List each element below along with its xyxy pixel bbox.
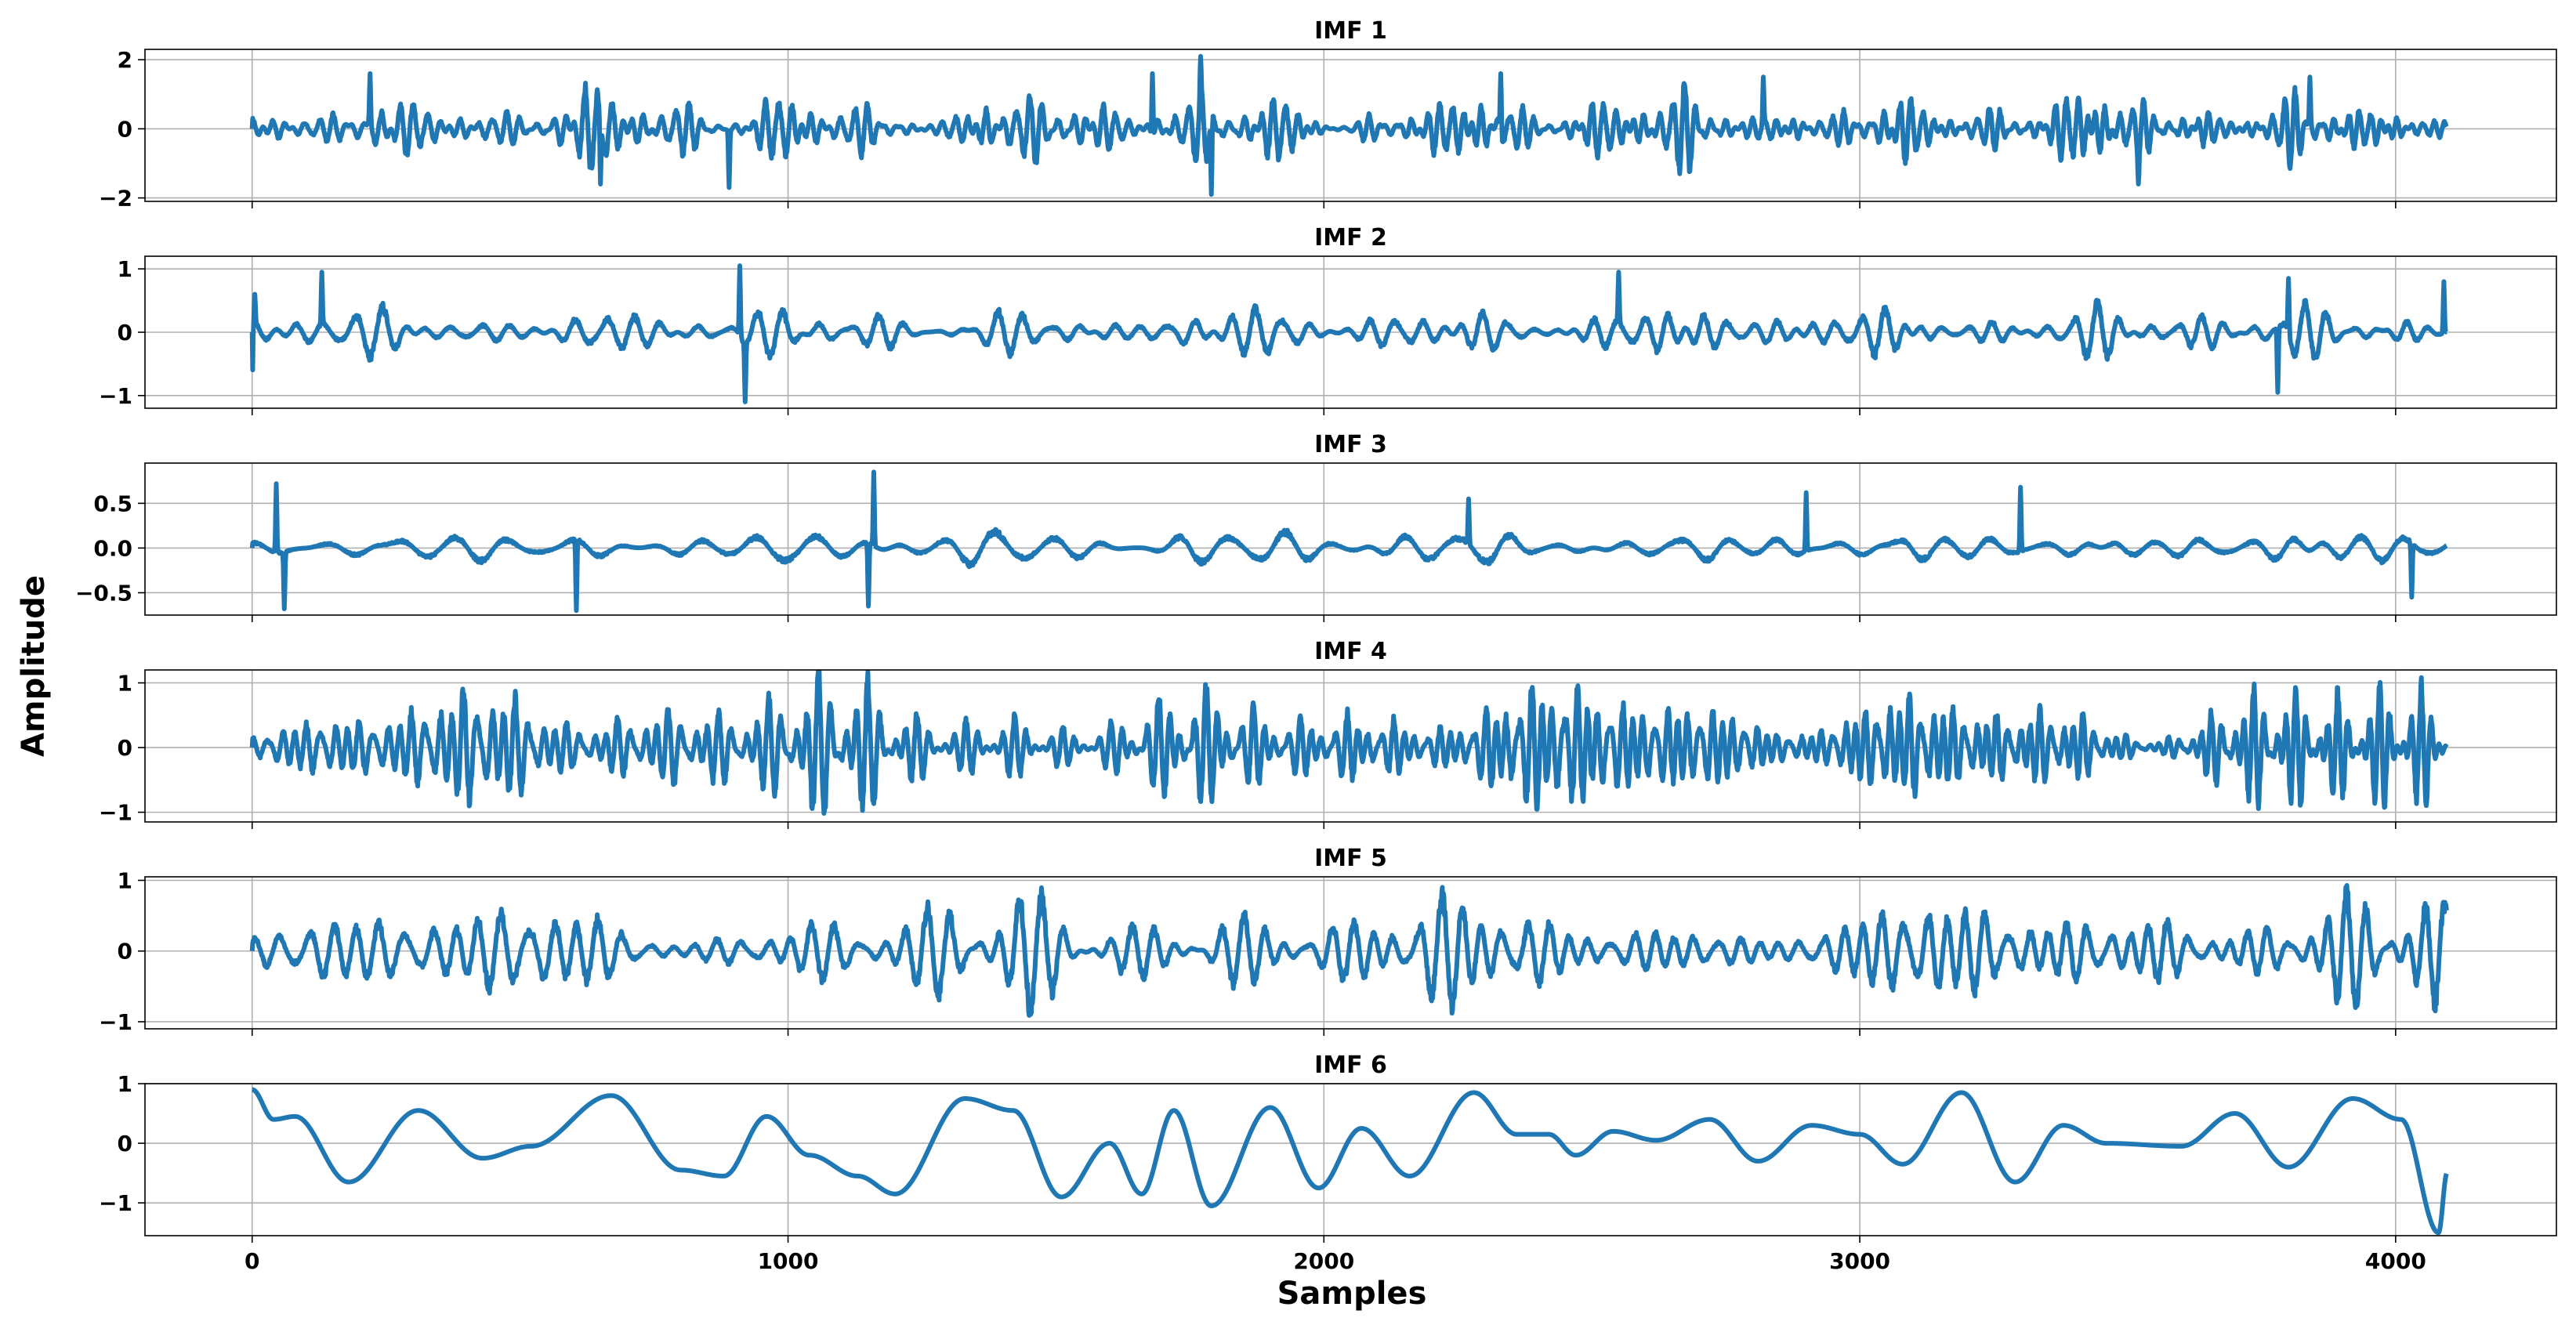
panels-group: IMF 1 −2 0 2 IMF 2 −1 0 1 IMF 3 −0.5 0.0 0.5 IMF 4 −1… bbox=[75, 17, 2557, 1274]
imf-1-panel: IMF 1 −2 0 2 bbox=[99, 17, 2557, 212]
x-tick-label: 3000 bbox=[1829, 1248, 1890, 1274]
imf-2-y-tick-label: −1 bbox=[99, 383, 132, 409]
imf-1-series-line bbox=[249, 53, 2449, 197]
imf-1-y-tick-label: 0 bbox=[118, 116, 132, 142]
imf-1-y-tick-label: −2 bbox=[99, 186, 132, 212]
imf-4-panel: IMF 4 −1 0 1 bbox=[99, 638, 2557, 829]
imf-3-y-tick-label: −0.5 bbox=[75, 580, 132, 606]
imf-2-y-tick-label: 1 bbox=[118, 256, 132, 282]
imf-4-y-tick-label: 1 bbox=[118, 671, 132, 697]
imf-4-series-line bbox=[249, 670, 2449, 816]
y-axis-label: Amplitude bbox=[16, 575, 52, 757]
imf-5-y-tick-label: −1 bbox=[99, 1009, 132, 1035]
imf-4-y-tick-label: −1 bbox=[99, 800, 132, 826]
x-tick-label: 2000 bbox=[1293, 1248, 1354, 1274]
imf-5-frame bbox=[144, 876, 2557, 1030]
imf-5-y-tick-label: 1 bbox=[118, 868, 132, 894]
imf-2-title: IMF 2 bbox=[1314, 224, 1387, 252]
imf-2-y-tick-label: 0 bbox=[118, 320, 132, 346]
imf-5-title: IMF 5 bbox=[1314, 845, 1387, 872]
imf-3-y-tick-label: 0.0 bbox=[93, 535, 132, 561]
imf-2-panel: IMF 2 −1 0 1 bbox=[99, 224, 2557, 415]
imf-6-series-line bbox=[250, 1087, 2449, 1236]
x-axis-label: Samples bbox=[1277, 1276, 1427, 1312]
imf-6-y-tick-label: −1 bbox=[99, 1190, 132, 1216]
imf-3-panel: IMF 3 −0.5 0.0 0.5 bbox=[75, 431, 2557, 622]
imf-3-series-line bbox=[249, 469, 2449, 614]
imf-5-series-line bbox=[249, 883, 2449, 1018]
imf-5-panel: IMF 5 −1 0 1 bbox=[99, 845, 2557, 1036]
imf-2-series-line bbox=[249, 263, 2449, 404]
imf-4-frame bbox=[144, 669, 2557, 823]
imf-4-y-tick-label: 0 bbox=[118, 735, 132, 761]
imf-6-title: IMF 6 bbox=[1314, 1052, 1387, 1079]
imf-3-title: IMF 3 bbox=[1314, 431, 1387, 458]
imf-3-frame bbox=[144, 462, 2557, 616]
x-tick-label: 1000 bbox=[758, 1248, 819, 1274]
imf-4-title: IMF 4 bbox=[1314, 638, 1387, 665]
imf-3-y-tick-label: 0.5 bbox=[93, 491, 132, 516]
imf-6-y-tick-label: 0 bbox=[118, 1131, 132, 1157]
x-tick-label: 0 bbox=[245, 1248, 259, 1274]
imf-6-y-tick-label: 1 bbox=[118, 1071, 132, 1097]
imf-1-title: IMF 1 bbox=[1314, 17, 1387, 45]
imf-6-panel: IMF 6 −1 0 1 bbox=[99, 1052, 2557, 1243]
imf-6-frame bbox=[144, 1083, 2557, 1236]
imf-1-frame bbox=[144, 49, 2557, 202]
x-tick-label: 4000 bbox=[2365, 1248, 2426, 1274]
imf-2-frame bbox=[144, 255, 2557, 409]
imf-5-y-tick-label: 0 bbox=[118, 939, 132, 965]
imf-1-y-tick-label: 2 bbox=[118, 47, 132, 73]
